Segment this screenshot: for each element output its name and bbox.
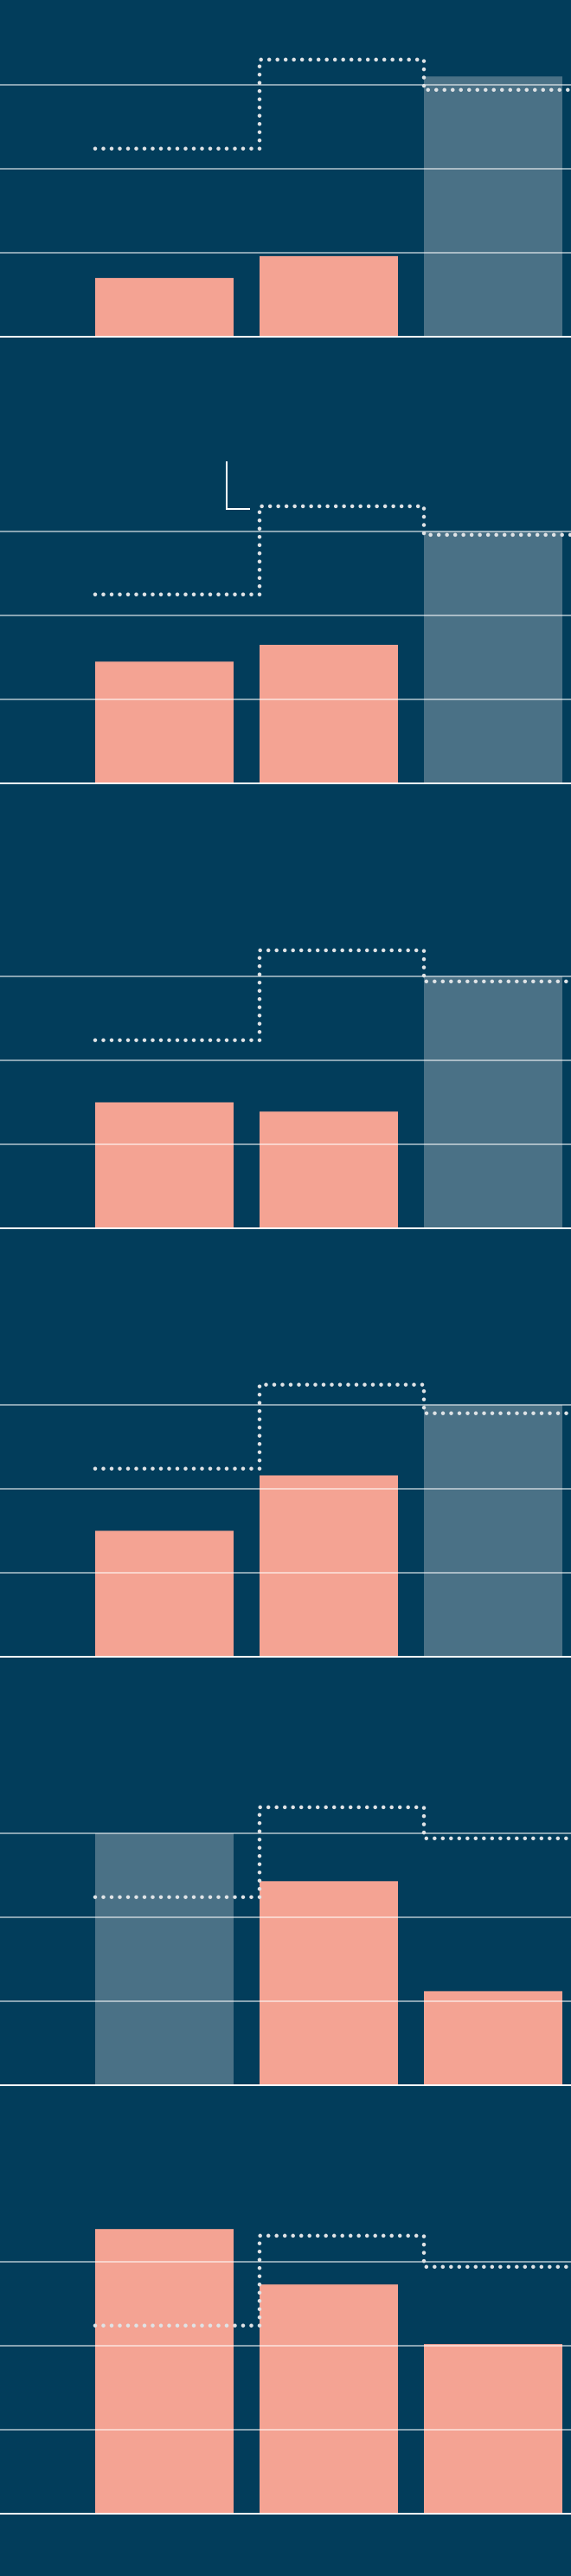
bar xyxy=(424,1991,562,2085)
step-line xyxy=(93,2233,571,2328)
bar xyxy=(95,661,234,783)
bar xyxy=(95,2229,234,2514)
bar xyxy=(424,976,562,1228)
bar xyxy=(95,1833,234,2085)
step-line xyxy=(93,1805,571,1899)
bar xyxy=(260,1881,398,2085)
step-line xyxy=(93,1382,571,1471)
bar xyxy=(95,1530,234,1657)
annotation-leader xyxy=(226,461,250,510)
bar xyxy=(260,1475,398,1657)
bar xyxy=(260,255,398,337)
bar xyxy=(260,644,398,783)
bar xyxy=(424,2344,562,2514)
bar xyxy=(260,2284,398,2514)
bar xyxy=(424,76,562,338)
step-line xyxy=(93,57,571,151)
bar xyxy=(424,531,562,783)
bar xyxy=(424,1405,562,1657)
bar xyxy=(95,1102,234,1228)
step-line xyxy=(93,504,571,596)
bar xyxy=(260,1111,398,1228)
step-line xyxy=(93,948,571,1042)
bar xyxy=(95,278,234,337)
